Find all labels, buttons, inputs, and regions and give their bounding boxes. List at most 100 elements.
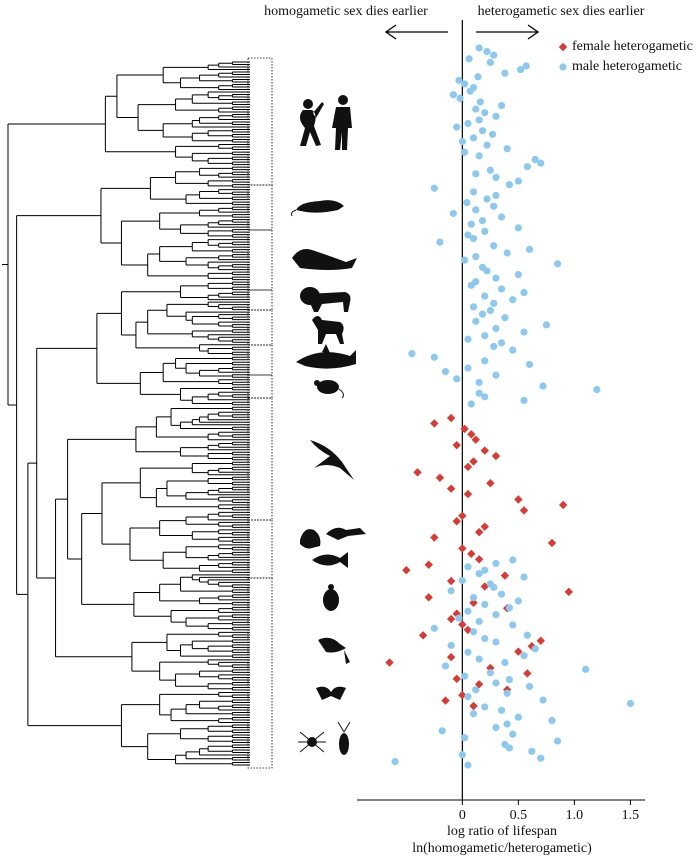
point	[472, 252, 480, 261]
tree-branches	[2, 61, 250, 766]
point	[553, 260, 562, 268]
point	[626, 699, 635, 708]
silhouettes	[291, 95, 366, 755]
point	[547, 538, 557, 548]
point	[469, 134, 478, 142]
point	[438, 727, 446, 735]
point	[514, 177, 522, 185]
legend-label: male heterogametic	[572, 59, 682, 74]
point	[539, 382, 547, 390]
point	[449, 209, 457, 218]
point	[467, 281, 475, 289]
point	[558, 42, 568, 52]
point	[514, 270, 522, 279]
point	[492, 324, 500, 333]
point	[472, 105, 480, 113]
point	[430, 624, 438, 632]
point	[441, 368, 450, 376]
point	[464, 231, 472, 239]
point	[471, 435, 480, 444]
point	[505, 604, 514, 612]
point	[488, 130, 497, 138]
point	[558, 500, 568, 510]
point	[503, 145, 511, 153]
point	[385, 658, 394, 667]
clade-box	[247, 519, 273, 579]
point	[505, 744, 514, 752]
clade-box	[247, 577, 273, 769]
point	[531, 645, 539, 653]
point	[497, 339, 506, 347]
point	[564, 587, 573, 597]
clade-box	[247, 374, 273, 399]
point	[514, 224, 522, 232]
point	[467, 549, 476, 559]
point	[478, 310, 487, 318]
point	[514, 495, 523, 504]
point	[481, 292, 489, 300]
point	[447, 587, 455, 595]
x-tick-label: 1.0	[566, 808, 584, 823]
point	[483, 141, 491, 149]
point	[542, 321, 550, 329]
point	[490, 583, 498, 591]
point	[476, 98, 484, 106]
point	[460, 672, 469, 680]
point	[441, 662, 450, 670]
point	[458, 620, 467, 629]
point	[475, 617, 483, 626]
point	[497, 285, 506, 293]
legend-label: female heterogametic	[572, 39, 693, 54]
point	[391, 757, 399, 766]
point	[464, 335, 472, 343]
point	[469, 710, 478, 718]
point	[453, 123, 461, 131]
point	[460, 256, 469, 264]
annotation: homogametic sex dies earlier	[264, 4, 428, 19]
point	[490, 342, 498, 351]
point	[519, 506, 529, 515]
point	[464, 761, 472, 769]
point	[481, 600, 489, 609]
point	[509, 556, 517, 564]
point	[467, 400, 475, 408]
point	[509, 296, 517, 304]
point	[478, 217, 487, 225]
point	[458, 751, 466, 759]
point	[475, 570, 483, 578]
point	[475, 389, 483, 397]
point	[500, 571, 510, 580]
x-axis-title: ln(homogametic/heterogametic)	[412, 841, 592, 856]
point	[452, 609, 461, 618]
point	[452, 440, 461, 450]
point	[539, 696, 547, 704]
point	[509, 346, 517, 354]
point	[467, 220, 475, 228]
annotation: heterogametic sex dies earlier	[478, 4, 645, 19]
x-axis-title: log ratio of lifespan	[447, 824, 557, 839]
point	[424, 593, 433, 602]
point	[520, 288, 528, 297]
clade-box	[247, 344, 273, 376]
point	[469, 188, 478, 196]
point	[492, 274, 500, 282]
point	[480, 446, 489, 455]
point	[472, 686, 480, 694]
point	[481, 227, 489, 235]
point	[435, 473, 445, 482]
point	[492, 723, 500, 732]
point	[464, 364, 472, 372]
point	[492, 112, 500, 120]
point	[469, 457, 478, 466]
point	[536, 636, 545, 645]
phylogeny	[2, 61, 250, 766]
point	[509, 730, 517, 738]
point	[490, 242, 498, 250]
point	[402, 565, 411, 575]
point	[582, 665, 590, 673]
point	[475, 378, 483, 387]
point	[475, 655, 483, 663]
point	[492, 611, 500, 619]
point	[517, 65, 525, 74]
point	[559, 63, 567, 71]
